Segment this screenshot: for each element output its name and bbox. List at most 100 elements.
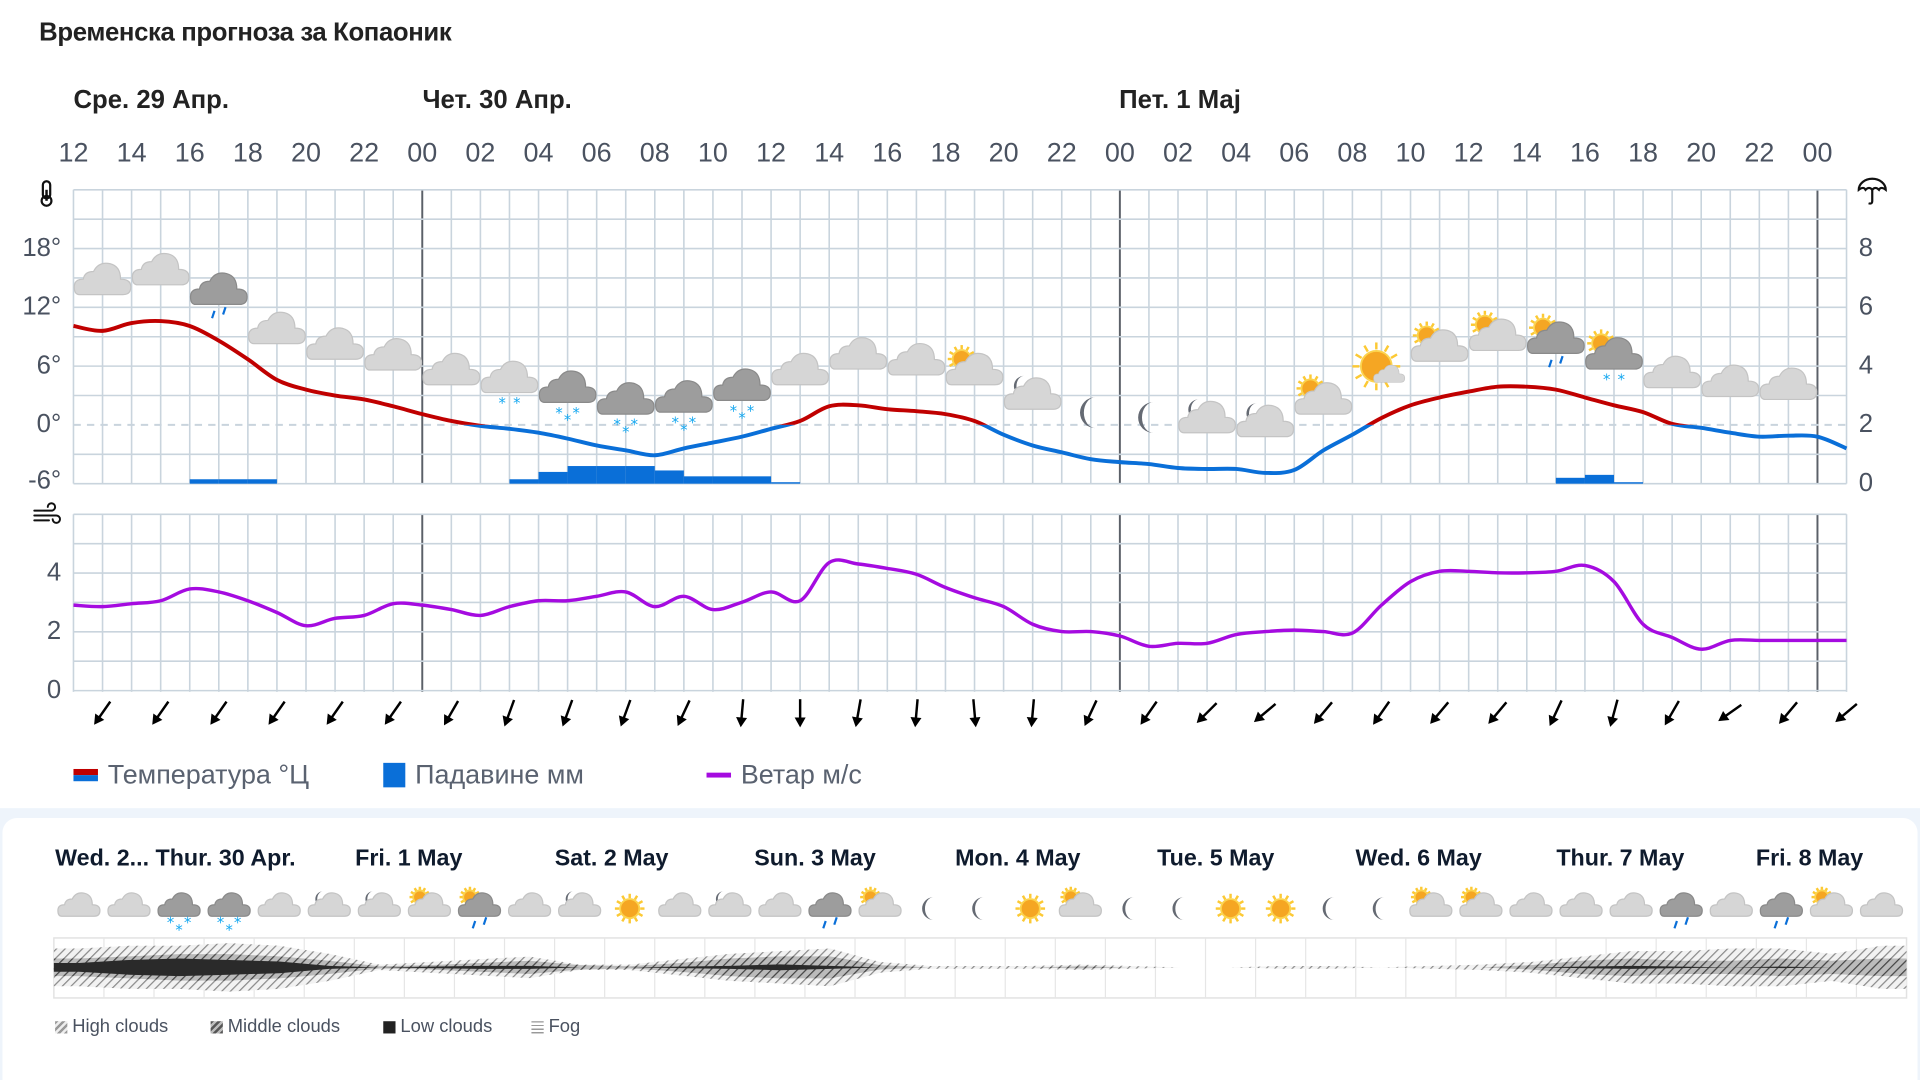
weather-icon-sun-cloud-rain — [1526, 313, 1585, 368]
sun-ray — [633, 895, 639, 901]
sun-disc — [1270, 898, 1292, 920]
wind-arrow-icon — [736, 699, 748, 728]
sun-ray — [616, 900, 622, 905]
sun-ray — [616, 912, 622, 918]
weather-icon-cloud — [422, 352, 481, 386]
cloud-shape — [257, 892, 301, 917]
sun-ray — [1073, 887, 1078, 892]
wind-arrow-icon — [1083, 699, 1098, 726]
arrow-head — [268, 713, 279, 725]
sun-ray — [969, 350, 975, 356]
outlook-icon-sun-cloud — [858, 886, 902, 917]
weather-icon-cloud — [1643, 355, 1702, 389]
wind-arrow-icon — [1140, 700, 1158, 725]
cloud-shape — [422, 352, 481, 386]
rain-drop — [1684, 916, 1689, 926]
precip-tick: 2 — [1858, 410, 1874, 439]
high-clouds-swatch — [55, 1020, 68, 1033]
sun-ray — [1016, 900, 1022, 905]
cloud-layers — [53, 943, 1907, 992]
moon-shape — [1079, 397, 1096, 429]
sun-ray — [948, 362, 954, 368]
wind-arrow-icon — [210, 700, 228, 725]
cloud-shape — [1809, 892, 1854, 917]
weather-icon-cloud-rain — [189, 272, 248, 319]
outlook-icon-sun-cloud — [1409, 886, 1453, 917]
sun-ray — [1314, 375, 1319, 381]
legend-fog: Fog — [531, 1016, 580, 1037]
sun-ray — [1272, 895, 1277, 901]
precip-tick: 0 — [1858, 468, 1874, 498]
cloud-shape — [1585, 337, 1643, 370]
legend-wind: Ветар м/с — [706, 759, 862, 791]
precip-bar — [247, 479, 277, 484]
day-header-fri: Пет. 1 Мај — [1119, 85, 1241, 114]
weather-icon-cloud-snow-dark: * * * — [596, 382, 655, 441]
rain-drop — [482, 916, 488, 926]
hour-label: 20 — [988, 137, 1019, 168]
snowflake: * — [689, 415, 696, 432]
sun-ray — [1815, 887, 1820, 892]
hour-label: 22 — [349, 137, 380, 168]
sun-ray — [1363, 380, 1369, 388]
cloud-small — [1373, 364, 1406, 383]
wind-swatch — [706, 772, 732, 778]
sun-ray — [1302, 375, 1307, 381]
sun-ray — [413, 887, 418, 892]
weather-icon-moon — [1079, 397, 1096, 429]
snowflake: * — [672, 415, 679, 432]
hour-label: 20 — [1686, 137, 1717, 168]
hour-label: 08 — [639, 137, 670, 168]
arrow-head — [1373, 713, 1384, 725]
outlook-icon-cloud-snow-dark: * * * — [157, 892, 201, 939]
sun-ray — [1318, 380, 1324, 385]
outlook-icon-cloud — [507, 892, 552, 917]
sun-ray — [1064, 887, 1069, 892]
wind-speed-line — [73, 558, 1847, 651]
outlook-icon-moon — [1322, 897, 1335, 921]
sun-ray — [425, 890, 430, 895]
cloud-shape — [1468, 318, 1527, 352]
wind-arrow-icon — [1607, 699, 1619, 727]
arrow-head — [1488, 712, 1499, 724]
low-clouds-layer — [53, 958, 1907, 977]
precip-tick: 4 — [1858, 351, 1874, 380]
cloud-shape — [107, 892, 151, 917]
precip-bar — [189, 479, 219, 484]
outlook-icon-sun-cloud — [1809, 886, 1854, 917]
cloud-shape — [480, 360, 539, 394]
weather-icon-moon — [1138, 402, 1154, 433]
wind-arrow-icon — [1373, 700, 1391, 725]
sun-ray — [1038, 900, 1044, 905]
sun-ray — [953, 346, 958, 352]
weather-icon-sun-cloud — [945, 345, 1004, 386]
precip-bar — [538, 471, 568, 484]
sun-ray — [1423, 887, 1428, 892]
sun-ray — [472, 887, 477, 892]
wind-tick: 4 — [46, 558, 62, 587]
sun-ray — [1061, 890, 1066, 895]
sun-ray — [1355, 353, 1363, 359]
sun-ray — [1038, 912, 1044, 918]
outlook-icon-sun-cloud — [1058, 886, 1102, 917]
hour-label: 12 — [58, 137, 89, 168]
outlook-icon-cloud — [1859, 892, 1904, 917]
weather-icon-cloud — [248, 311, 306, 345]
cloud-shape — [1294, 382, 1353, 415]
arrow-head — [1196, 712, 1208, 724]
chart-grid — [72, 189, 1848, 692]
umbrella-icon — [1857, 177, 1887, 205]
arrow-head — [969, 717, 981, 728]
arrow-head — [794, 717, 806, 728]
sun-ray — [1588, 335, 1594, 340]
outlook-icon-sun-cloud-rain — [457, 886, 502, 929]
outlook-day-label: Thur. 30 Apr. — [155, 846, 296, 872]
sun-ray — [1021, 917, 1027, 923]
temp-tick: -6° — [28, 466, 62, 495]
sun-ray — [1061, 899, 1066, 904]
day-header-wed: Сре. 29 Апр. — [73, 85, 230, 114]
wind-arrow-icon — [1253, 703, 1277, 723]
sun-ray — [1472, 316, 1477, 321]
